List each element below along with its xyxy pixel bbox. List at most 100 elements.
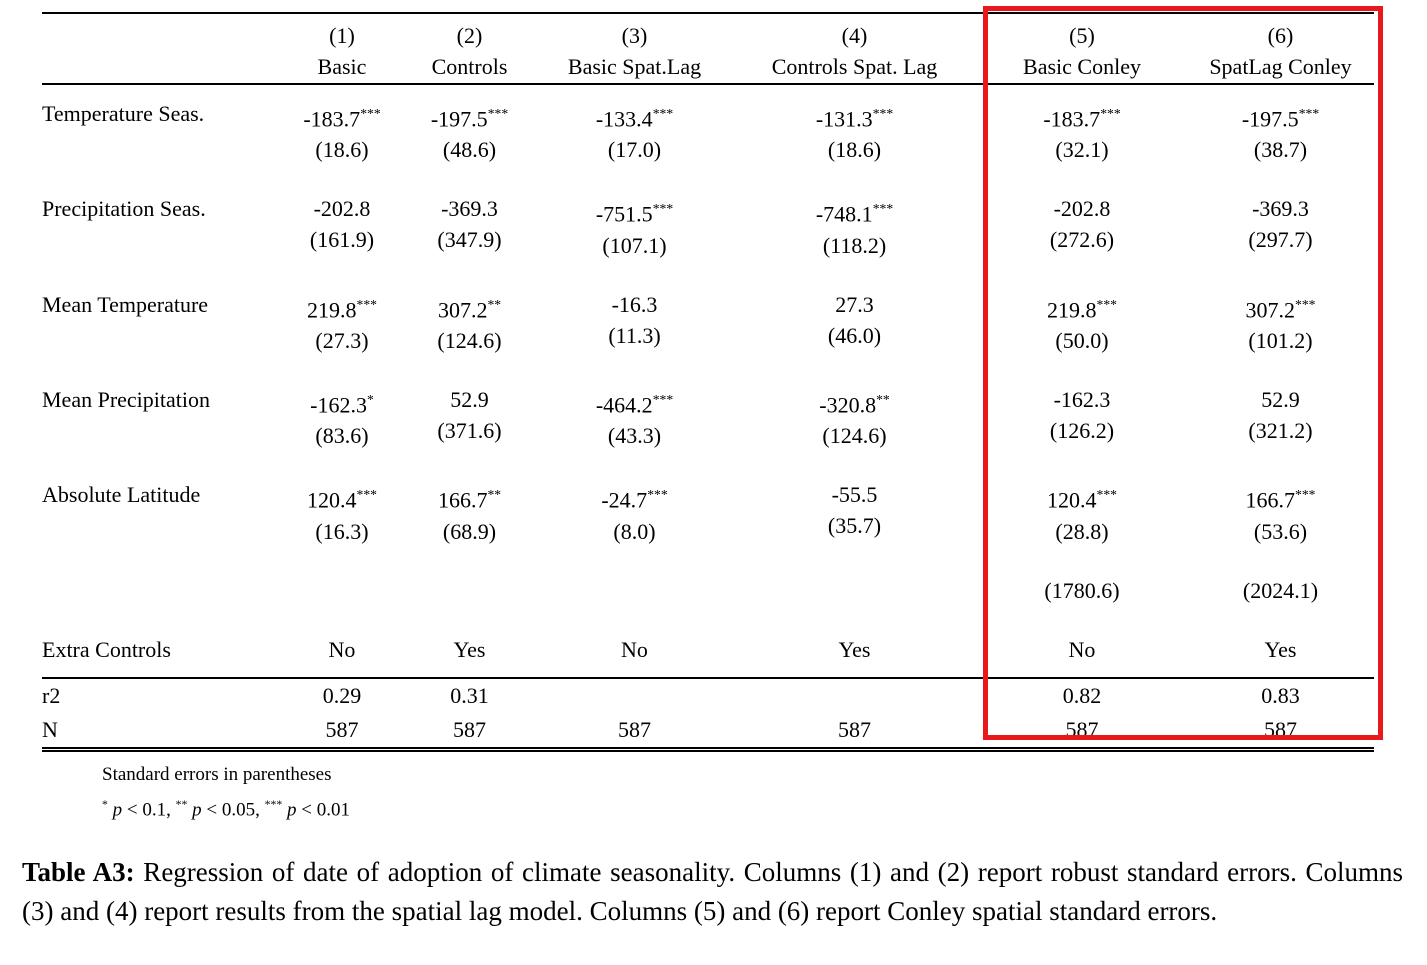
coef-cell: -55.5 (35.7) xyxy=(732,466,977,561)
stat-value xyxy=(537,678,732,713)
coef-cell xyxy=(282,562,402,621)
stat-value: 0.29 xyxy=(322,682,362,708)
table-notes: Standard errors in parentheses * p < 0.1… xyxy=(102,760,1427,825)
stats-section: r2 0.29 0.31 0.82 0.83 N 587 587 587 587 587 587 xyxy=(42,677,1374,750)
estimate: -162.3 xyxy=(1053,386,1111,412)
std-error: (126.2) xyxy=(1049,417,1115,443)
coef-cell: -24.7*** (8.0) xyxy=(537,466,732,561)
std-error: (53.6) xyxy=(1253,518,1308,544)
coef-cell xyxy=(732,562,977,621)
col-number: (3) xyxy=(621,23,648,48)
coef-row: Precipitation Seas. -202.8 (161.9) -369.3 (3… xyxy=(42,180,1374,275)
row-label: Extra Controls xyxy=(42,636,171,662)
std-error: (124.6) xyxy=(437,327,502,353)
estimate: -320.8** xyxy=(819,391,890,418)
coef-cell: (2024.1) xyxy=(1187,562,1374,621)
coef-cell: 219.8*** (50.0) xyxy=(977,276,1187,371)
stat-value: 587 xyxy=(838,716,871,742)
std-error: (18.6) xyxy=(827,137,882,163)
caption-text: Regression of date of adoption of climat… xyxy=(22,856,1403,926)
coef-cell: -16.3 (11.3) xyxy=(537,276,732,371)
std-error: (371.6) xyxy=(437,417,502,443)
std-error: (101.2) xyxy=(1248,327,1313,353)
estimate: -55.5 xyxy=(831,482,878,508)
row-label: Mean Temperature xyxy=(42,291,209,317)
coef-cell: -131.3*** (18.6) xyxy=(732,84,977,180)
coef-cell: -197.5*** (48.6) xyxy=(402,84,537,180)
stat-row: N 587 587 587 587 587 587 xyxy=(42,713,1374,750)
stat-label: r2 xyxy=(42,682,61,708)
std-error: (50.0) xyxy=(1055,327,1109,353)
extra-controls-row: Extra Controls No Yes No Yes No Yes xyxy=(42,621,1374,678)
coef-cell: -133.4*** (17.0) xyxy=(537,84,732,180)
estimate: -133.4*** xyxy=(595,106,674,132)
coef-cell: -183.7*** (32.1) xyxy=(977,84,1187,180)
note-pvalues: * p < 0.1, ** p < 0.05, *** p < 0.01 xyxy=(102,797,350,820)
header-spacer xyxy=(42,52,282,84)
estimate: -183.7*** xyxy=(303,106,381,132)
estimate: 52.9 xyxy=(1261,386,1300,412)
coef-cell: -197.5*** (38.7) xyxy=(1187,84,1374,180)
coef-cell: -369.3 (297.7) xyxy=(1187,180,1374,275)
coef-cell: -369.3 (347.9) xyxy=(402,180,537,275)
coef-cell: 219.8*** (27.3) xyxy=(282,276,402,371)
estimate: -748.1*** xyxy=(815,201,894,227)
coef-row: Mean Temperature 219.8*** (27.3) 307.2** (12… xyxy=(42,276,1374,371)
estimate: 307.2** xyxy=(437,296,502,322)
coef-cell: -162.3 (126.2) xyxy=(977,371,1187,466)
coef-cell: 120.4*** (16.3) xyxy=(282,466,402,561)
std-error: (272.6) xyxy=(1049,227,1115,253)
std-error: (118.2) xyxy=(822,232,887,258)
extra-controls-value: Yes xyxy=(838,636,871,662)
col-name: Basic xyxy=(317,54,367,79)
stat-value: 587 xyxy=(325,716,359,742)
estimate: -464.2*** xyxy=(595,391,674,418)
regression-table-wrap: (1) (2) (3) (4) (5) (6) Basic Controls Basic Sp… xyxy=(42,6,1427,825)
estimate: -202.8 xyxy=(313,196,371,222)
estimate: 219.8*** xyxy=(307,296,377,322)
std-error: (124.6) xyxy=(822,423,887,449)
coef-row: Mean Precipitation -162.3* (83.6) 52.9 (371.… xyxy=(42,371,1374,466)
coef-cell xyxy=(537,562,732,621)
stat-row: r2 0.29 0.31 0.82 0.83 xyxy=(42,678,1374,713)
stat-value: 587 xyxy=(618,716,651,742)
row-label: Temperature Seas. xyxy=(42,101,205,126)
coef-cell: -320.8** (124.6) xyxy=(732,371,977,466)
col-number: (4) xyxy=(841,23,868,48)
estimate: -369.3 xyxy=(1252,196,1309,222)
caption-label: Table A3: xyxy=(22,856,135,887)
estimate: 52.9 xyxy=(450,386,489,412)
col-number: (5) xyxy=(1069,23,1095,48)
col-name: Basic Spat.Lag xyxy=(567,54,702,79)
extra-controls-value: Yes xyxy=(1264,636,1297,662)
coef-row: Absolute Latitude 120.4*** (16.3) 166.7** (6… xyxy=(42,466,1374,561)
estimate: -131.3*** xyxy=(815,106,894,132)
coef-cell: -751.5*** (107.1) xyxy=(537,180,732,275)
estimate: -202.8 xyxy=(1053,196,1111,222)
stat-value: 0.82 xyxy=(1062,682,1102,708)
estimate: -751.5*** xyxy=(595,201,674,227)
stat-value: 0.83 xyxy=(1261,682,1300,708)
stat-value: 587 xyxy=(453,716,486,742)
table-caption: Table A3: Regression of date of adoption… xyxy=(22,853,1403,931)
coef-row: Temperature Seas. -183.7*** (18.6) -197.5**… xyxy=(42,84,1374,180)
std-error: (83.6) xyxy=(315,423,369,449)
coefficients-section: Temperature Seas. -183.7*** (18.6) -197.5**… xyxy=(42,84,1374,621)
estimate: 166.7*** xyxy=(1245,487,1316,513)
std-error: (347.9) xyxy=(437,227,502,253)
estimate: 166.7** xyxy=(437,487,502,513)
extra-controls-value: Yes xyxy=(453,636,486,662)
coef-cell: -202.8 (161.9) xyxy=(282,180,402,275)
coef-cell: 307.2*** (101.2) xyxy=(1187,276,1374,371)
std-error: (161.9) xyxy=(309,227,375,253)
estimate: -369.3 xyxy=(441,196,498,222)
std-error: (48.6) xyxy=(442,137,497,163)
stat-label: N xyxy=(42,716,58,742)
col-number: (6) xyxy=(1267,23,1294,48)
col-number: (2) xyxy=(456,23,483,48)
std-error: (28.8) xyxy=(1055,518,1109,544)
col-number: (1) xyxy=(329,23,355,48)
table-header: (1) (2) (3) (4) (5) (6) Basic Controls Basic Sp… xyxy=(42,13,1374,84)
coef-cell: -202.8 (272.6) xyxy=(977,180,1187,275)
